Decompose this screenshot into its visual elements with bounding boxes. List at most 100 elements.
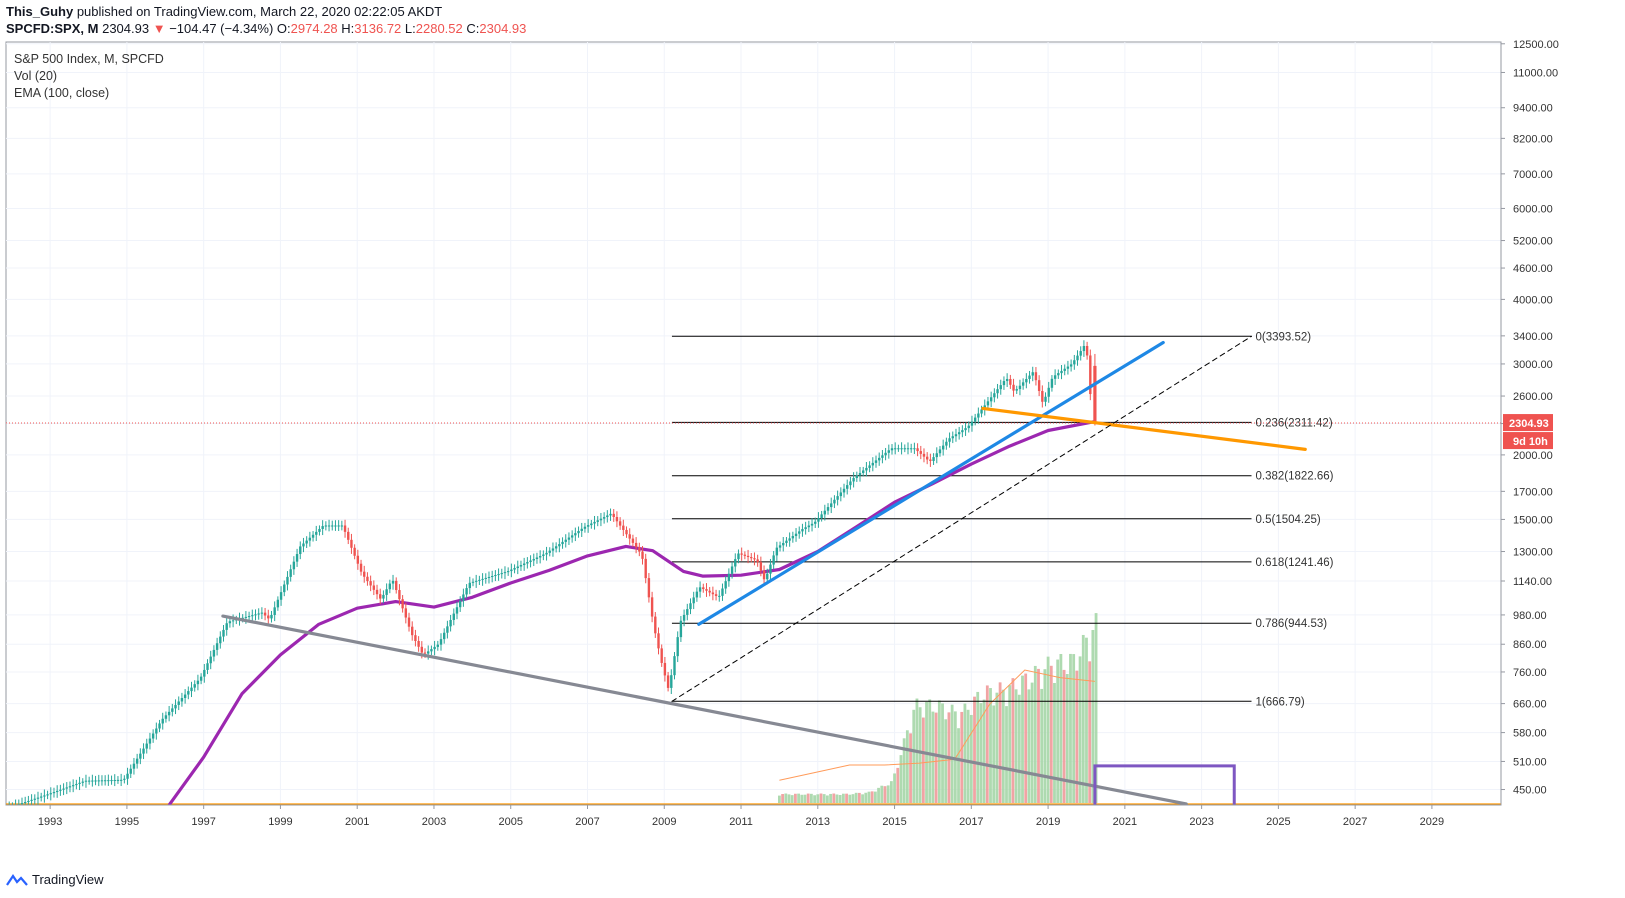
- candle-body: [247, 616, 251, 618]
- candle-body: [666, 675, 670, 688]
- candle-body: [510, 569, 513, 572]
- symbol-label: SPCFD:SPX, M: [6, 21, 99, 36]
- candle-body: [519, 565, 523, 567]
- candle-body: [1002, 381, 1006, 386]
- candle-body: [769, 564, 772, 574]
- candle-body: [401, 599, 404, 609]
- y-tick-label: 3000.00: [1513, 359, 1553, 371]
- candle-body: [449, 619, 452, 627]
- x-tick-label: 1993: [38, 816, 62, 828]
- volume-bar: [857, 792, 861, 803]
- volume-bar: [1059, 654, 1063, 803]
- candle-body: [1082, 345, 1086, 352]
- volume-bar: [902, 738, 906, 803]
- candle-body: [302, 543, 305, 547]
- candle-body: [379, 594, 382, 599]
- candle-body: [423, 652, 427, 654]
- candle-body: [206, 663, 209, 670]
- volume-bar: [851, 794, 855, 803]
- volume-bar: [1033, 665, 1037, 803]
- candle-body: [887, 450, 890, 453]
- volume-bar: [893, 773, 896, 803]
- volume-bar: [861, 794, 864, 803]
- published-text: published on TradingView.com, March 22, …: [76, 4, 443, 19]
- volume-bar: [794, 793, 797, 803]
- volume-bar: [806, 793, 810, 803]
- candle-body: [139, 753, 142, 759]
- candle-body: [327, 525, 331, 527]
- candle-body: [852, 478, 855, 482]
- candle-body: [961, 430, 964, 433]
- candle-body: [756, 559, 759, 563]
- candle-body: [497, 574, 500, 576]
- candle-body: [577, 530, 580, 534]
- candle-body: [612, 513, 615, 517]
- candle-body: [340, 525, 344, 527]
- candle-body: [315, 531, 318, 535]
- candle-body: [334, 525, 337, 527]
- candle-body: [33, 798, 36, 800]
- tradingview-logo-icon: [6, 873, 28, 886]
- candle-body: [970, 421, 974, 426]
- price-badge-label: 2304.93: [1509, 418, 1549, 430]
- candle-body: [468, 582, 471, 589]
- candle-body: [395, 580, 398, 591]
- author-name[interactable]: This_Guhy: [6, 4, 74, 19]
- candle-body: [433, 646, 436, 650]
- x-tick-label: 2013: [806, 816, 830, 828]
- volume-bar: [803, 794, 807, 803]
- candle-body: [49, 793, 52, 795]
- candle-body: [545, 552, 548, 555]
- candle-body: [196, 680, 200, 685]
- candle-body: [564, 539, 567, 542]
- candle-body: [257, 613, 260, 615]
- candle-body: [55, 790, 59, 793]
- volume-bar: [1049, 665, 1053, 803]
- candle-body: [1089, 355, 1092, 395]
- candle-body: [110, 780, 113, 782]
- candle-body: [1012, 384, 1015, 391]
- candle-body: [251, 615, 254, 617]
- legend-ema[interactable]: EMA (100, close): [14, 86, 110, 100]
- candle-body: [682, 614, 686, 621]
- candle-body: [874, 460, 878, 463]
- candle-body: [283, 584, 286, 593]
- y-tick-label: 7000.00: [1513, 169, 1553, 181]
- candle-body: [446, 626, 449, 633]
- candle-body: [602, 517, 606, 519]
- candle-body: [385, 589, 388, 595]
- candle-body: [222, 629, 225, 637]
- candle-body: [308, 537, 312, 541]
- candle-body: [670, 675, 673, 688]
- candle-body: [871, 462, 875, 466]
- legend-main[interactable]: S&P 500 Index, M, SPCFD: [14, 52, 164, 66]
- y-tick-label: 980.00: [1513, 610, 1547, 622]
- candle-body: [295, 554, 299, 562]
- volume-bar: [1065, 674, 1069, 803]
- candle-body: [183, 694, 187, 699]
- legend-volume[interactable]: Vol (20): [14, 69, 58, 83]
- volume-bar: [1078, 656, 1082, 803]
- candle-body: [353, 547, 356, 556]
- candle-body: [135, 758, 139, 764]
- footer-brand[interactable]: TradingView: [6, 872, 104, 887]
- candle-body: [999, 385, 1002, 390]
- candle-body: [759, 562, 763, 571]
- volume-bar: [960, 711, 964, 803]
- candle-body: [791, 536, 795, 539]
- volume-bar: [873, 791, 877, 803]
- fib-level-label: 0.382(1822.66): [1256, 471, 1334, 483]
- candle-body: [471, 581, 475, 583]
- volume-bar: [1075, 670, 1079, 803]
- candle-body: [941, 445, 945, 450]
- candle-body: [558, 544, 561, 547]
- volume-bar: [995, 692, 999, 803]
- candle-body: [209, 656, 212, 664]
- fib-level-label: 0.618(1241.46): [1256, 557, 1334, 569]
- price-chart[interactable]: 0(3393.52) 0.236(2311.42) 0.382(1822.66) 0.…: [0, 0, 1625, 870]
- candle-body: [862, 470, 865, 473]
- candle-body: [705, 589, 708, 591]
- candle-body: [881, 455, 884, 458]
- candle-body: [980, 409, 983, 414]
- y-tick-label: 510.00: [1513, 756, 1547, 768]
